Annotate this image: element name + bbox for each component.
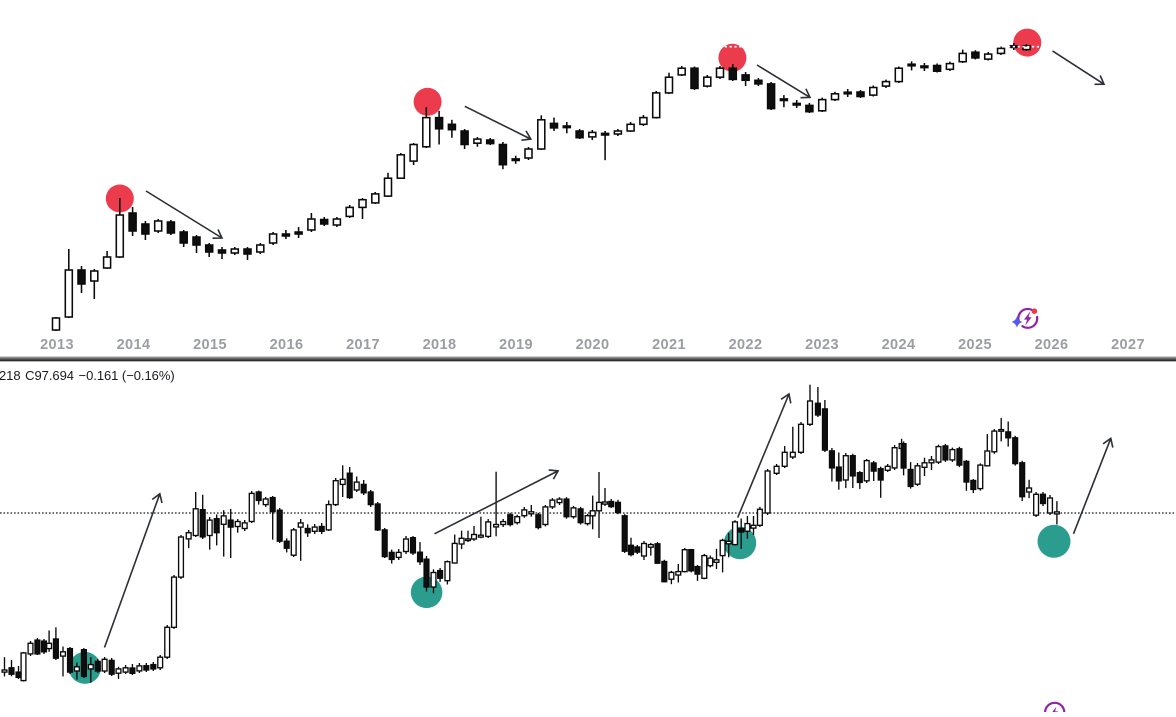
svg-text:2018: 2018	[423, 337, 457, 353]
svg-text:2026: 2026	[1035, 337, 1069, 353]
svg-text:218 C97.694 −0.161 (−0.16%): 218 C97.694 −0.161 (−0.16%)	[0, 368, 175, 383]
svg-text:2027: 2027	[1111, 337, 1145, 353]
svg-text:2020: 2020	[576, 337, 610, 353]
svg-text:2023: 2023	[805, 337, 839, 353]
svg-text:2016: 2016	[270, 337, 304, 353]
svg-text:2019: 2019	[499, 337, 533, 353]
svg-text:2025: 2025	[958, 337, 992, 353]
svg-text:2017: 2017	[346, 337, 380, 353]
svg-text:2022: 2022	[729, 337, 763, 353]
svg-text:2015: 2015	[193, 337, 227, 353]
svg-text:2013: 2013	[40, 337, 74, 353]
svg-text:2021: 2021	[652, 337, 686, 353]
svg-text:2014: 2014	[117, 337, 151, 353]
svg-text:2024: 2024	[882, 337, 916, 353]
